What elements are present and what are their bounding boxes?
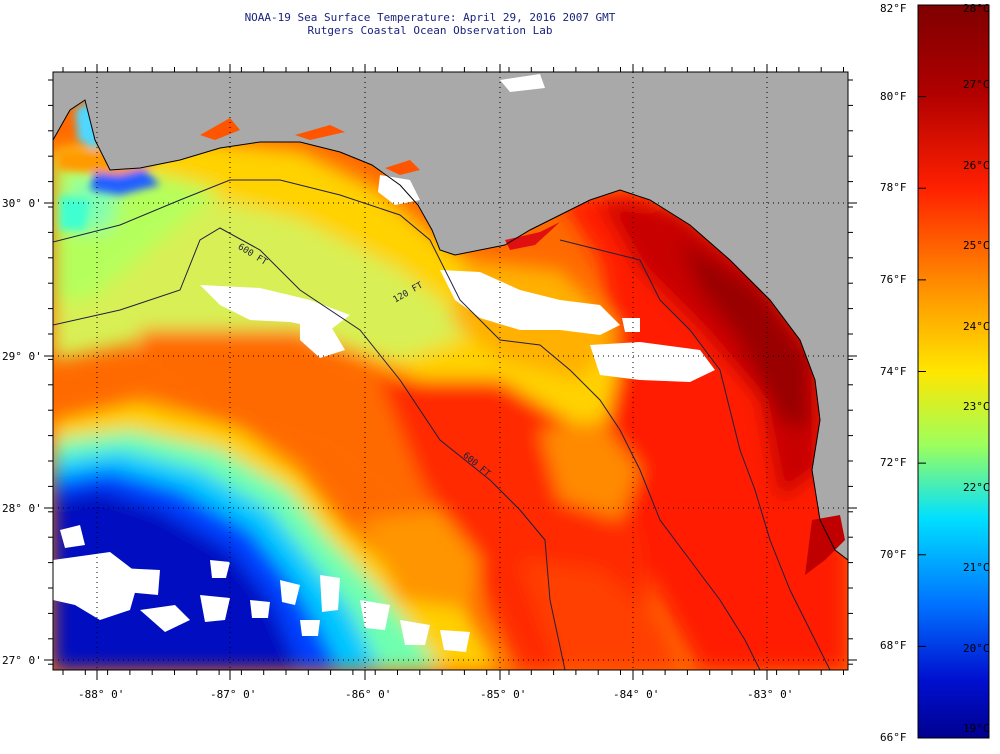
colorbar-c-label: 23°C [963, 400, 990, 414]
cloud-cover [53, 74, 715, 652]
colorbar-c-label: 24°C [963, 319, 990, 333]
colorbar-f-label: 80°F [880, 89, 907, 103]
colorbar-ticks [918, 4, 926, 739]
map-title: NOAA-19 Sea Surface Temperature: April 2… [244, 11, 616, 24]
colorbar-f-label: 66°F [880, 731, 907, 744]
lon-label-84: -84° 0' [613, 688, 660, 701]
map-subtitle: Rutgers Coastal Ocean Observation Lab [307, 24, 553, 37]
colorbar-c-label: 26°C [963, 158, 990, 172]
land [53, 72, 848, 560]
lon-label-88: -88° 0' [78, 688, 125, 701]
lat-label-28: 28° 0' [2, 502, 42, 515]
colorbar-c-label: 20°C [963, 641, 990, 655]
lat-label-30: 30° 0' [2, 197, 42, 210]
lat-label-29: 29° 0' [2, 350, 42, 363]
contour-600ft-west [53, 227, 566, 670]
lon-label-85: -85° 0' [480, 688, 527, 701]
colorbar-c-label: 21°C [963, 561, 990, 575]
colorbar-f-label: 74°F [880, 364, 907, 378]
colorbar [917, 4, 990, 739]
map-frame [52, 71, 849, 671]
coastline [53, 99, 848, 561]
colorbar-c-label: 28°C [963, 2, 990, 15]
axis-ticks [44, 64, 857, 680]
colorbar-c-label: 22°C [963, 480, 990, 494]
contour-120ft [53, 179, 761, 670]
colorbar-f-label: 82°F [880, 2, 907, 15]
colorbar-f-label: 70°F [880, 547, 907, 561]
lat-label-27: 27° 0' [2, 654, 42, 667]
colorbar-f-label: 78°F [880, 181, 907, 195]
contour-600ft-east [559, 239, 831, 670]
lon-label-83: -83° 0' [747, 688, 794, 701]
colorbar-f-label: 72°F [880, 456, 907, 470]
minor-ticks [48, 67, 853, 675]
temperature-field [53, 140, 848, 670]
colorbar-f-label: 68°F [880, 639, 907, 653]
lon-label-87: -87° 0' [210, 688, 257, 701]
lon-label-86: -86° 0' [345, 688, 392, 701]
colorbar-c-label: 27°C [963, 78, 990, 92]
colorbar-c-label: 25°C [963, 239, 990, 253]
colorbar-f-label: 76°F [880, 272, 907, 286]
colorbar-c-label: 19°C [963, 722, 990, 736]
map-area [53, 72, 848, 670]
